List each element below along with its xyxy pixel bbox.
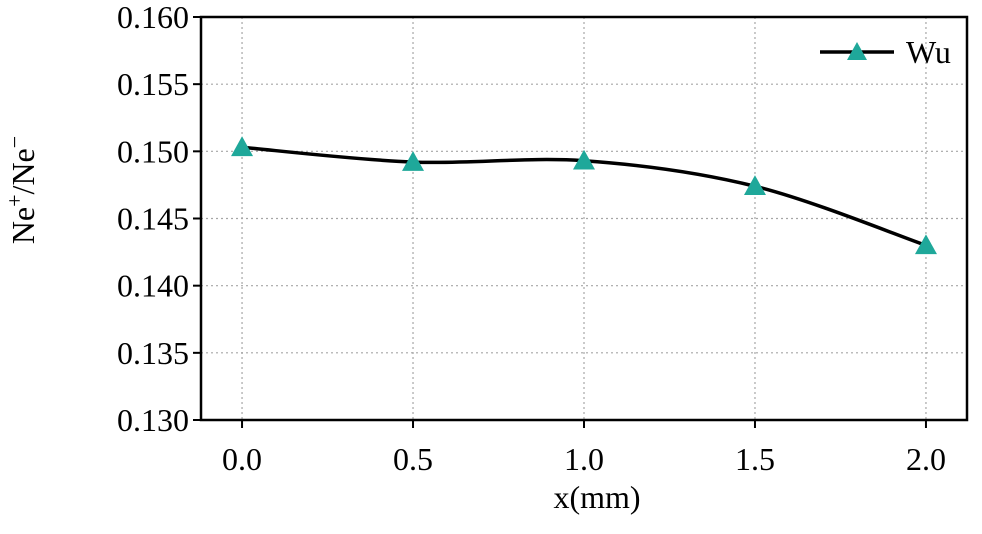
y-tick-label: 0.140 [117,268,189,304]
y-tick-label: 0.160 [117,0,189,35]
data-point-marker [573,149,595,170]
y-tick-labels: 0.130 0.135 0.140 0.145 0.150 0.155 0.160 [117,0,189,438]
grid-lines [201,17,967,420]
x-axis-title: x(mm) [553,479,640,515]
y-tick-label: 0.145 [117,201,189,237]
legend-label-wu: Wu [906,34,951,70]
data-point-marker [743,175,766,196]
x-tick-label: 1.0 [564,441,604,477]
axis-ticks [193,16,927,428]
x-tick-label: 1.5 [735,441,775,477]
x-tick-label: 0.0 [222,441,262,477]
legend-triangle-marker-icon [847,42,867,60]
y-tick-label: 0.155 [117,66,189,102]
y-axis-title-sup2: − [2,136,27,148]
y-axis-title-sep: /Ne [5,148,41,194]
y-axis-title-sup1: + [2,194,27,206]
y-axis-title: Ne+/Ne− [2,136,41,244]
legend: Wu [820,34,951,70]
x-tick-label: 2.0 [906,441,946,477]
y-tick-label: 0.150 [117,133,189,169]
data-point-marker [914,234,937,255]
y-axis-title-base: Ne [5,207,41,244]
series-layer [231,136,937,255]
data-point-marker [402,151,425,171]
data-point-marker [231,136,254,157]
y-tick-label: 0.130 [117,402,189,438]
x-tick-labels: 0.0 0.5 1.0 1.5 2.0 [222,441,946,477]
x-tick-label: 0.5 [393,441,433,477]
y-tick-label: 0.135 [117,335,189,371]
